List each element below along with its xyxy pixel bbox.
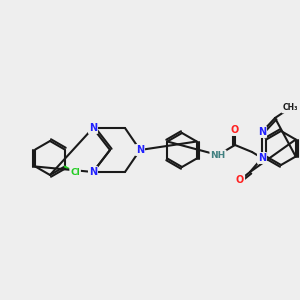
Text: O: O [236, 175, 244, 185]
Text: CH₃: CH₃ [282, 103, 298, 112]
Text: Cl: Cl [70, 168, 80, 177]
Text: N: N [258, 153, 266, 163]
Text: NH: NH [210, 151, 226, 160]
Text: O: O [231, 125, 239, 135]
Text: N: N [136, 145, 144, 155]
Text: N: N [89, 167, 97, 177]
Text: N: N [258, 127, 266, 137]
Text: N: N [89, 123, 97, 133]
